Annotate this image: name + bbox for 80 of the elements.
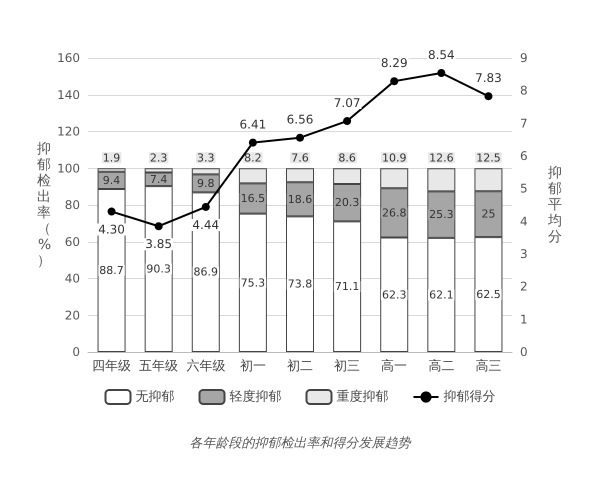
- data-label: 62.1: [429, 288, 454, 302]
- data-label: 18.6: [288, 192, 312, 206]
- x-tick-label: 高二: [428, 358, 454, 374]
- data-label: 9.4: [102, 174, 120, 187]
- x-tick-label: 五年级: [139, 359, 178, 374]
- data-label: 75.3: [240, 276, 266, 290]
- point: [343, 117, 352, 126]
- y2-tick-label: 8: [520, 84, 528, 98]
- y-tick-label: 140: [57, 88, 80, 102]
- data-label: 4.30: [98, 222, 125, 237]
- y-tick-label: 60: [64, 234, 80, 249]
- data-label: 16.5: [240, 192, 266, 205]
- data-label: 25: [481, 208, 496, 221]
- data-label: 8.2: [244, 151, 262, 164]
- data-label: 73.8: [288, 278, 312, 291]
- data-label: 8.6: [338, 151, 356, 164]
- y2-tick-label: 5: [520, 182, 528, 196]
- data-label: 6.56: [286, 112, 314, 127]
- y-tick-label: 80: [64, 198, 80, 212]
- y-tick-label: 160: [57, 51, 80, 65]
- data-label: 25.3: [429, 208, 454, 222]
- data-label: 7.6: [291, 151, 309, 164]
- x-tick-label: 六年级: [186, 359, 226, 374]
- y2-tick-label: 7: [520, 116, 528, 130]
- point: [484, 92, 492, 100]
- data-label: 7.83: [475, 71, 502, 86]
- y-axis-title: 抑郁检出率（%）: [37, 141, 52, 269]
- legend-label: 无抑郁: [136, 390, 174, 404]
- y-tick-label: 20: [64, 308, 80, 322]
- text: 各年龄段的抑郁检出率和得分发展趋势: [190, 435, 412, 451]
- y-tick-label: 40: [64, 272, 80, 286]
- point: [248, 138, 257, 147]
- data-label: 3.85: [145, 237, 172, 252]
- data-label: 1.9: [102, 151, 120, 164]
- point: [154, 222, 163, 230]
- y2-tick-label: 4: [520, 214, 528, 228]
- data-label: 62.5: [476, 288, 501, 302]
- point: [108, 208, 116, 216]
- legend-label: 轻度抑郁: [230, 388, 282, 404]
- point: [202, 202, 210, 211]
- y2-axis-title: 抑郁平均分: [547, 165, 562, 245]
- x-tick-label: 四年级: [92, 359, 132, 374]
- x-tick-label: 初三: [334, 359, 360, 374]
- data-label: 2.3: [150, 151, 168, 164]
- data-label: 7.07: [334, 96, 360, 110]
- data-label: 20.3: [334, 196, 360, 210]
- y2-tick-label: 1: [520, 312, 528, 326]
- y2-tick-label: 9: [520, 51, 528, 65]
- data-label: 26.8: [382, 206, 406, 220]
- data-label: 88.7: [99, 264, 124, 278]
- data-label: 8.29: [380, 56, 408, 70]
- x-tick-label: 高三: [475, 358, 502, 374]
- data-label: 4.44: [192, 218, 220, 232]
- y-tick-label: 120: [57, 124, 80, 138]
- point: [296, 134, 304, 142]
- legend-label: 抑郁得分: [444, 390, 496, 404]
- y-tick-label: 0: [72, 345, 80, 359]
- data-label: 7.4: [150, 172, 168, 186]
- x-tick-label: 初二: [287, 359, 313, 374]
- legend-label: 重度抑郁: [336, 388, 388, 404]
- data-label: 12.6: [429, 151, 454, 164]
- y2-tick-label: 6: [520, 149, 528, 163]
- x-tick-label: 高一: [381, 358, 408, 374]
- x-tick-label: 初一: [240, 359, 266, 374]
- y2-tick-label: 0: [520, 345, 528, 359]
- data-label: 3.3: [197, 151, 215, 164]
- data-label: 6.41: [240, 118, 266, 132]
- data-label: 12.5: [476, 151, 501, 164]
- point: [437, 69, 446, 78]
- data-label: 10.9: [382, 151, 406, 164]
- y-tick-label: 100: [57, 161, 80, 176]
- data-label: 86.9: [194, 266, 218, 279]
- data-label: 90.3: [146, 262, 171, 276]
- data-label: 8.54: [428, 48, 455, 62]
- y2-tick-label: 3: [520, 247, 528, 261]
- data-label: 62.3: [382, 288, 406, 302]
- data-label: 71.1: [334, 280, 360, 294]
- point: [390, 77, 398, 86]
- y2-tick-label: 2: [520, 280, 528, 294]
- data-label: 9.8: [197, 176, 215, 190]
